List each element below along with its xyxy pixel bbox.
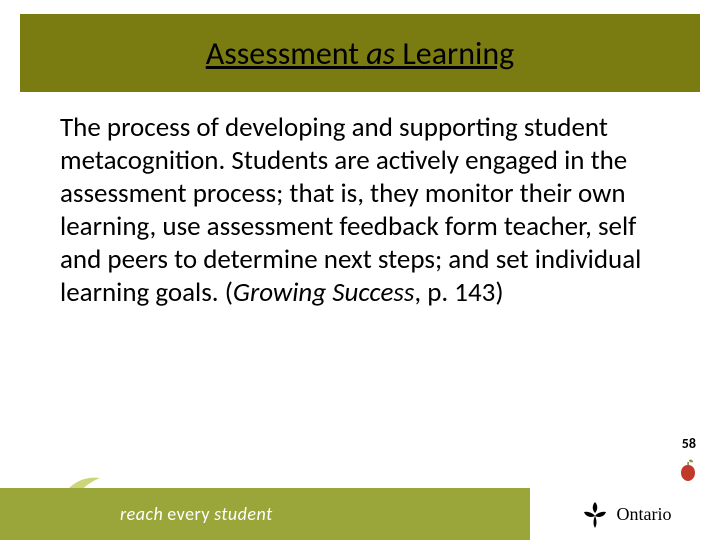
title-italic: as xyxy=(366,34,395,73)
title-bar: Assessment as Learning xyxy=(20,14,700,92)
trillium-icon xyxy=(579,500,611,528)
apple-leaf xyxy=(689,460,693,463)
footer-tagline: reach every student xyxy=(120,503,273,525)
apple-icon xyxy=(676,458,700,482)
ontario-logo: Ontario xyxy=(579,500,672,528)
body-plain2: , p. 143) xyxy=(414,276,503,309)
tagline-student: student xyxy=(214,503,273,525)
body-text: The process of developing and supporting… xyxy=(60,112,660,310)
apple-stem xyxy=(688,462,689,465)
body-italic: Growing Success xyxy=(233,276,414,309)
slide: Assessment as Learning The process of de… xyxy=(0,0,720,540)
slide-title: Assessment as Learning xyxy=(206,34,514,73)
ontario-word: Ontario xyxy=(617,504,672,525)
page-number: 58 xyxy=(682,435,696,452)
trillium-petals xyxy=(584,502,606,528)
tagline-every: every xyxy=(167,503,210,525)
title-pre: Assessment xyxy=(206,34,366,73)
tagline-reach: reach xyxy=(120,503,163,525)
footer-right: Ontario xyxy=(530,488,720,540)
body-area: The process of developing and supporting… xyxy=(60,112,660,310)
apple-body xyxy=(681,465,695,481)
footer-left: reach every student xyxy=(0,488,530,540)
footer: reach every student Ontario xyxy=(0,488,720,540)
title-post: Learning xyxy=(395,34,514,73)
